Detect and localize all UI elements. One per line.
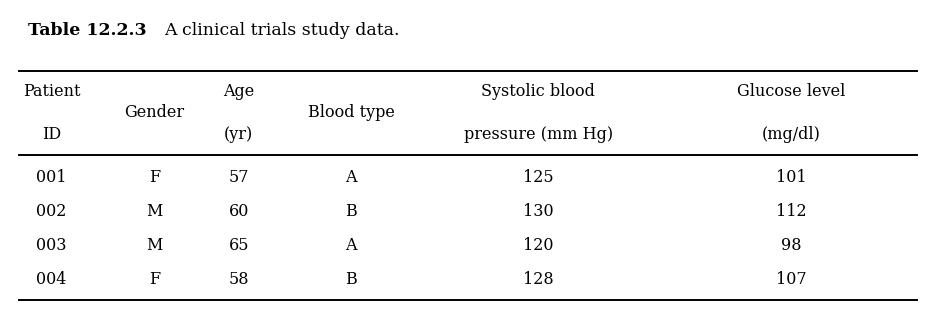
Text: F: F [149,271,160,288]
Text: 58: 58 [228,271,249,288]
Text: 107: 107 [776,271,806,288]
Text: pressure (mm Hg): pressure (mm Hg) [463,126,613,143]
Text: 125: 125 [523,169,553,186]
Text: (mg/dl): (mg/dl) [762,126,820,143]
Text: Patient: Patient [22,83,80,100]
Text: M: M [146,203,163,220]
Text: B: B [345,271,357,288]
Text: A: A [345,237,357,254]
Text: A clinical trials study data.: A clinical trials study data. [164,22,400,39]
Text: 001: 001 [37,169,66,186]
Text: (yr): (yr) [224,126,254,143]
Text: 128: 128 [523,271,553,288]
Text: 112: 112 [776,203,806,220]
Text: ID: ID [42,126,61,143]
Text: 002: 002 [37,203,66,220]
Text: 57: 57 [228,169,249,186]
Text: 98: 98 [781,237,801,254]
Text: A: A [345,169,357,186]
Text: 003: 003 [37,237,66,254]
Text: 004: 004 [37,271,66,288]
Text: Table 12.2.3: Table 12.2.3 [28,22,147,39]
Text: 60: 60 [228,203,249,220]
Text: Age: Age [223,83,255,100]
Text: Blood type: Blood type [308,104,394,121]
Text: 65: 65 [228,237,249,254]
Text: F: F [149,169,160,186]
Text: 120: 120 [523,237,553,254]
Text: 101: 101 [776,169,806,186]
Text: Systolic blood: Systolic blood [481,83,595,100]
Text: 130: 130 [523,203,553,220]
Text: Glucose level: Glucose level [737,83,845,100]
Text: M: M [146,237,163,254]
Text: B: B [345,203,357,220]
Text: Gender: Gender [124,104,184,121]
